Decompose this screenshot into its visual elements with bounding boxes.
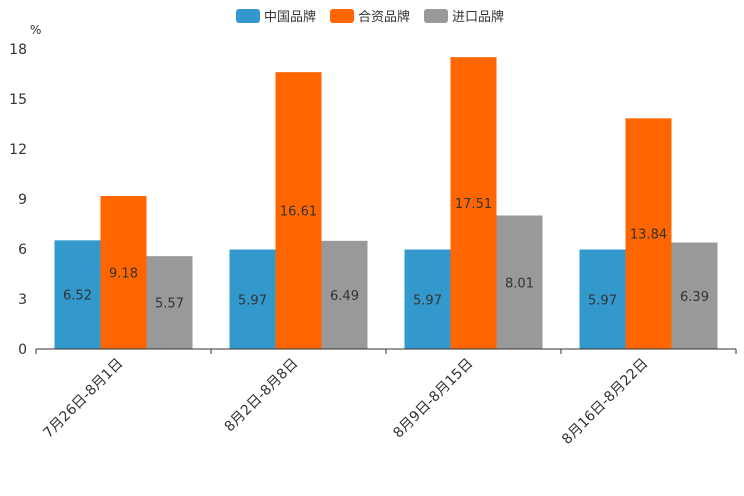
bar (450, 57, 497, 350)
bar (625, 118, 672, 349)
data-label: 13.84 (630, 228, 667, 243)
data-label: 9.18 (109, 267, 138, 282)
x-axis: 7月26日-8月1日 8月2日-8月8日 8月9日-8月15日 8月16日-8月22日 (35, 349, 737, 448)
y-axis: 0 3 6 9 12 15 18 (9, 42, 27, 358)
bar (100, 196, 147, 349)
data-label: 17.51 (455, 197, 492, 212)
legend-label: 合资品牌 (358, 9, 410, 25)
bar (579, 249, 626, 349)
data-label: 6.39 (680, 290, 709, 305)
bar (146, 256, 193, 349)
legend-swatch (330, 9, 354, 23)
x-tick-label: 8月2日-8月8日 (222, 356, 302, 436)
bar (671, 242, 718, 349)
legend-swatch (424, 9, 448, 23)
x-tick-label: 7月26日-8月1日 (40, 356, 126, 442)
y-tick-label: 15 (9, 92, 27, 108)
data-labels: 6.52 5.97 5.97 5.97 9.18 16.61 17.51 13.84 5.57 6… (63, 197, 709, 312)
y-tick-label: 3 (18, 292, 27, 308)
y-tick-label: 12 (9, 142, 27, 158)
data-label: 6.52 (63, 289, 92, 304)
data-label: 5.97 (238, 293, 267, 308)
legend-label: 中国品牌 (264, 9, 316, 25)
y-tick-label: 0 (18, 342, 27, 358)
x-tick-label: 8月9日-8月15日 (390, 356, 476, 442)
bar (321, 240, 368, 349)
bar (275, 72, 322, 350)
bar (229, 249, 276, 349)
y-tick-label: 6 (18, 242, 27, 258)
y-tick-label: 18 (9, 42, 27, 58)
y-tick-label: 9 (18, 192, 27, 208)
data-label: 5.97 (588, 293, 617, 308)
y-axis-unit-label: % (30, 23, 41, 37)
data-label: 16.61 (280, 205, 317, 220)
x-tick-label: 8月16日-8月22日 (559, 356, 651, 448)
bars (54, 57, 718, 350)
bar (54, 240, 101, 349)
bar (496, 215, 543, 349)
data-label: 5.97 (413, 293, 442, 308)
legend: 中国品牌 合资品牌 进口品牌 (236, 9, 504, 25)
data-label: 8.01 (505, 276, 534, 291)
data-label: 5.57 (155, 297, 184, 312)
bar (404, 249, 451, 349)
legend-swatch (236, 9, 260, 23)
data-label: 6.49 (330, 289, 359, 304)
legend-label: 进口品牌 (452, 9, 504, 25)
